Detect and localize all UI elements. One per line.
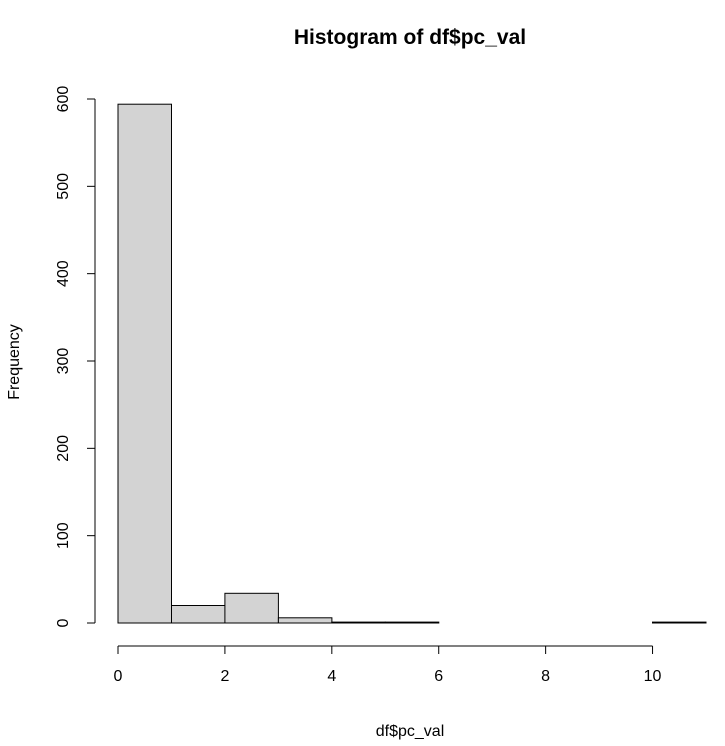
x-axis-label: df$pc_val xyxy=(376,723,445,740)
histogram-bar-10 xyxy=(652,621,707,624)
y-tick-label: 300 xyxy=(55,348,72,375)
y-tick-label: 500 xyxy=(55,173,72,200)
x-tick-label: 6 xyxy=(434,668,443,685)
histogram-bar-1 xyxy=(171,605,226,624)
x-axis: 0 2 4 6 8 10 xyxy=(114,645,662,685)
histogram-bar-4 xyxy=(331,621,386,624)
histogram-bar-2 xyxy=(224,592,279,624)
bars-group xyxy=(117,103,707,624)
histogram-bar-0 xyxy=(117,103,172,624)
histogram-bar-5 xyxy=(384,621,440,624)
chart-title: Histogram of df$pc_val xyxy=(294,26,526,49)
x-tick-label: 0 xyxy=(114,668,123,685)
y-tick-label: 400 xyxy=(55,260,72,287)
x-tick-label: 8 xyxy=(541,668,550,685)
y-tick-label: 600 xyxy=(55,86,72,113)
y-tick-label: 200 xyxy=(55,435,72,462)
x-tick-label: 4 xyxy=(327,668,336,685)
x-tick-label: 2 xyxy=(220,668,229,685)
y-tick-label: 0 xyxy=(55,618,72,627)
y-axis: 0 100 200 300 400 500 600 xyxy=(55,86,96,627)
y-axis-label: Frequency xyxy=(6,324,23,400)
y-tick-label: 100 xyxy=(55,522,72,549)
x-tick-label: 10 xyxy=(644,668,662,685)
histogram-bar-3 xyxy=(277,617,333,624)
